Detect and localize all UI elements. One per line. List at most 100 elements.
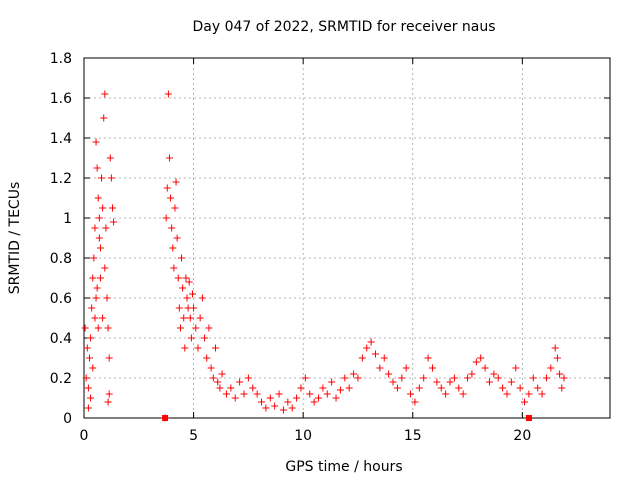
y-axis-label: SRMTID / TECUs [7,182,23,295]
data-point [323,390,331,398]
data-point [301,374,309,382]
data-point [503,390,511,398]
data-point [275,390,283,398]
data-point [198,294,206,302]
data-point [187,334,195,342]
data-point [529,374,537,382]
data-point [107,174,115,182]
data-point [84,404,92,412]
data-point [553,354,561,362]
y-tick-labels: 0 0.2 0.4 0.6 0.8 1 1.2 1.4 1.6 1.8 [50,51,72,427]
data-point [350,370,358,378]
x-tick-label: 15 [404,428,422,444]
data-point [104,398,112,406]
data-point [180,314,188,322]
data-point [551,344,559,352]
data-point [231,394,239,402]
chart-title: Day 047 of 2022, SRMTID for receiver nau… [192,19,495,35]
data-point [538,390,546,398]
data-point [490,370,498,378]
data-point [512,364,520,372]
grid-lines [84,58,610,418]
data-point [165,154,173,162]
data-point [341,374,349,382]
data-point [93,284,101,292]
y-tick-label: 0 [63,411,72,427]
data-point [433,378,441,386]
plot-frame [83,57,611,419]
data-point [459,390,467,398]
data-point [556,370,564,378]
data-point [164,90,172,98]
data-point [266,394,274,402]
y-tick-label: 1.4 [50,131,72,147]
data-point [442,390,450,398]
data-point [87,394,95,402]
data-point [83,344,91,352]
data-point [424,354,432,362]
data-point [345,384,353,392]
data-point [214,378,222,386]
data-point [310,398,318,406]
data-point [411,398,419,406]
data-point [398,374,406,382]
data-point [216,384,224,392]
data-point [306,390,314,398]
data-point [104,324,112,332]
data-point [319,384,327,392]
data-point [87,334,95,342]
data-point [176,324,184,332]
data-point [485,378,493,386]
data-point [494,374,502,382]
data-point [179,284,187,292]
data-point [94,324,102,332]
data-point [437,384,445,392]
data-point [380,354,388,362]
x-tick-label: 20 [513,428,531,444]
data-point [192,324,200,332]
data-point [450,374,458,382]
data-point [534,384,542,392]
data-point [558,384,566,392]
data-point [315,394,323,402]
data-point [103,294,111,302]
data-point [446,378,454,386]
data-point [547,364,555,372]
data-point [92,294,100,302]
data-point [98,174,106,182]
data-point [168,224,176,232]
data-point [102,224,110,232]
data-point [203,354,211,362]
data-point [105,390,113,398]
data-point [499,384,507,392]
data-point [88,304,96,312]
x-tick-label: 10 [294,428,312,444]
data-point [363,344,371,352]
data-point [85,354,93,362]
data-point [284,398,292,406]
data-point [170,264,178,272]
data-point [110,218,118,226]
data-point [96,244,104,252]
data-points [81,90,568,422]
data-point [560,374,568,382]
data-point [293,394,301,402]
y-tick-label: 1.8 [50,51,72,67]
data-point [183,294,191,302]
data-point [167,194,175,202]
data-point [371,350,379,358]
data-point [227,384,235,392]
data-point [376,364,384,372]
data-point [516,384,524,392]
data-point [455,384,463,392]
data-point [468,370,476,378]
data-point [173,234,181,242]
data-point [169,244,177,252]
data-point [90,254,98,262]
y-tick-label: 0.8 [50,251,72,267]
data-point [271,402,279,410]
data-point [92,138,100,146]
data-point [393,384,401,392]
data-point [162,214,170,222]
